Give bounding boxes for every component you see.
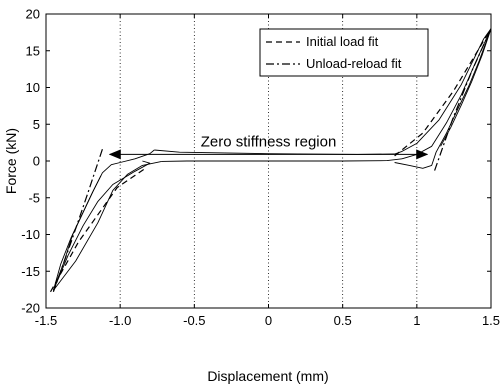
legend-label-initial-load-fit: Initial load fit xyxy=(306,34,379,49)
series-measured-curve-5 xyxy=(161,158,403,162)
x-tick-label-6: 1.5 xyxy=(482,313,500,328)
series-initial-load-fit-1 xyxy=(394,28,492,157)
y-tick-label-4: 0 xyxy=(33,154,40,169)
y-tick-label-7: 15 xyxy=(26,43,40,58)
x-tick-label-4: 0.5 xyxy=(334,313,352,328)
y-tick-label-0: -20 xyxy=(21,301,40,316)
x-tick-label-5: 1 xyxy=(413,313,420,328)
x-tick-label-0: -1.5 xyxy=(35,313,57,328)
y-tick-label-6: 10 xyxy=(26,80,40,95)
legend: Initial load fit Unload-reload fit xyxy=(259,28,429,77)
x-tick-label-2: -0.5 xyxy=(183,313,205,328)
x-tick-label-3: 0 xyxy=(265,313,272,328)
y-tick-label-1: -15 xyxy=(21,264,40,279)
legend-label-unload-reload-fit: Unload-reload fit xyxy=(306,56,402,71)
axes: -1.5 -1.0 -0.5 0 0.5 1 1.5 -20 -15 -10 -5 0 5 10 15 20 xyxy=(21,7,500,329)
x-axis-label: Displacement (mm) xyxy=(207,368,328,384)
data-series xyxy=(49,28,492,293)
series-unload-reload-fit-0 xyxy=(52,149,103,293)
legend-box xyxy=(259,28,429,77)
y-tick-label-2: -10 xyxy=(21,227,40,242)
x-tick-label-1: -1.0 xyxy=(109,313,131,328)
series-initial-load-fit-0 xyxy=(49,167,146,293)
series-unload-reload-fit-1 xyxy=(434,28,492,171)
y-tick-label-3: -5 xyxy=(28,190,40,205)
series-measured-curve-4 xyxy=(53,160,162,291)
y-tick-label-8: 20 xyxy=(26,7,40,22)
series-measured-curve-9 xyxy=(394,28,492,169)
y-tick-label-5: 5 xyxy=(33,117,40,132)
y-axis-label: Force (kN) xyxy=(3,128,19,194)
zero-stiffness-annotation: Zero stiffness region xyxy=(201,133,337,150)
series-measured-curve-10 xyxy=(440,28,492,147)
